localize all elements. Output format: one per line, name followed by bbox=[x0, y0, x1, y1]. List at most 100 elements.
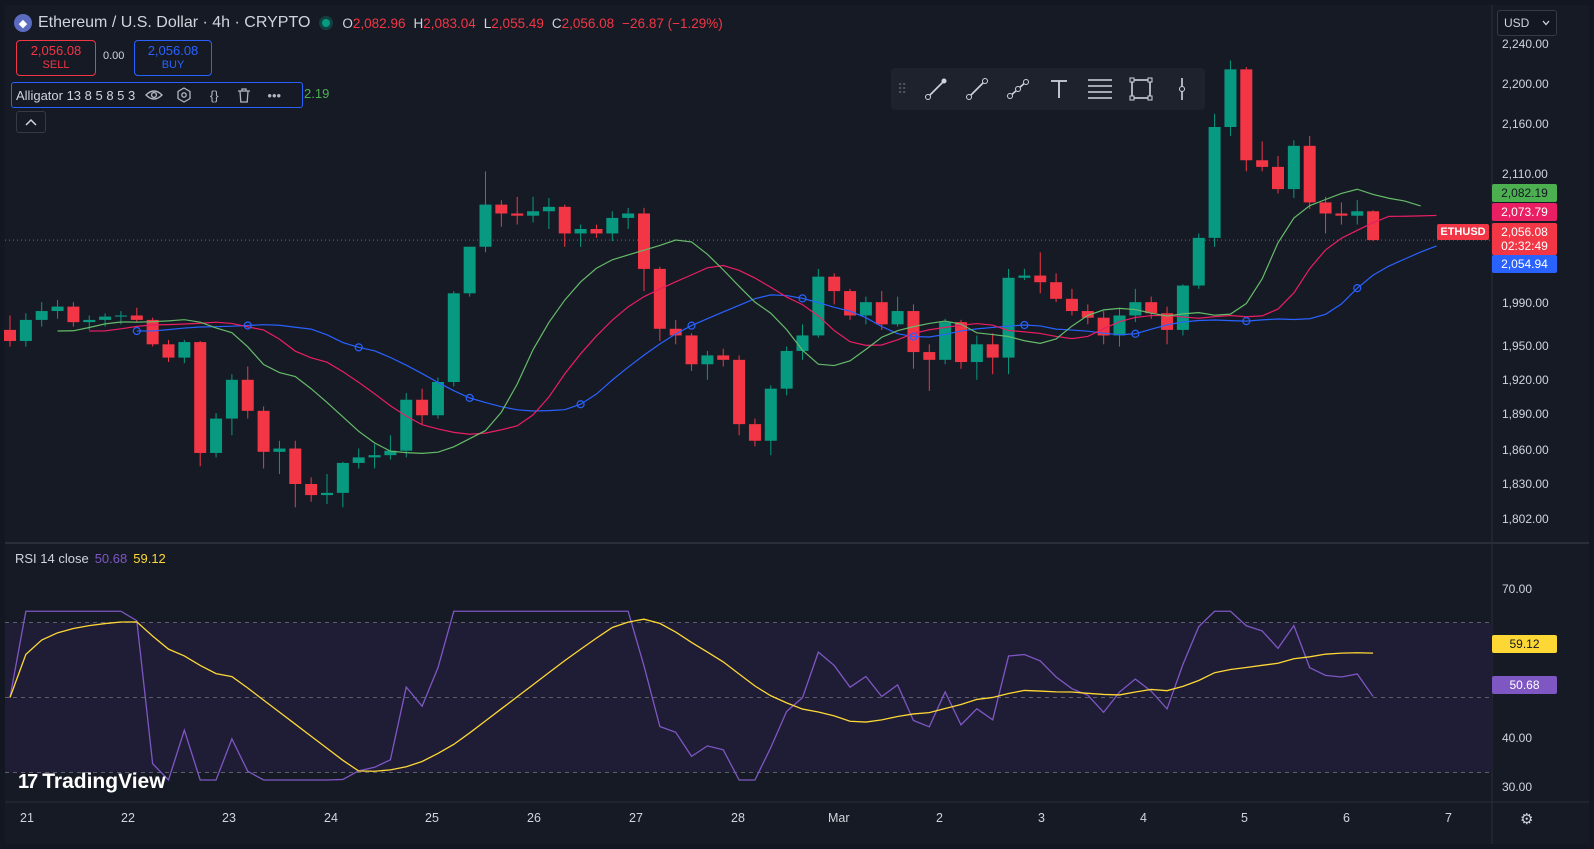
more-icon[interactable]: ••• bbox=[267, 87, 282, 103]
candle-body bbox=[859, 302, 872, 316]
candle-body bbox=[35, 311, 48, 320]
price-axis-label: 1,802.00 bbox=[1502, 512, 1549, 526]
candle-body bbox=[162, 344, 175, 358]
ohlc-change: −26.87 (−1.29%) bbox=[622, 15, 723, 31]
candle-body bbox=[51, 306, 64, 312]
drawing-toolbar[interactable]: ⠿ bbox=[891, 68, 1205, 110]
candle-body bbox=[1256, 160, 1269, 167]
indicator-label[interactable]: Alligator 13 8 5 8 5 3 bbox=[16, 87, 136, 103]
candle-body bbox=[194, 342, 207, 453]
currency-select[interactable]: USD bbox=[1497, 10, 1557, 36]
candle-body bbox=[638, 213, 650, 269]
fractal-marker bbox=[1131, 329, 1140, 338]
rsi-axis-label: 30.00 bbox=[1502, 780, 1533, 794]
spread-value: 0.00 bbox=[103, 50, 125, 62]
buy-button[interactable]: 2,056.08 BUY bbox=[134, 40, 212, 76]
buy-label: BUY bbox=[161, 59, 185, 71]
time-axis-label: 7 bbox=[1445, 811, 1452, 825]
candle-body bbox=[1240, 69, 1253, 161]
candle-body bbox=[210, 418, 223, 453]
vertical-line-icon[interactable] bbox=[1166, 73, 1198, 105]
time-axis-label: 24 bbox=[324, 811, 338, 825]
candle-body bbox=[574, 229, 587, 234]
candle-body bbox=[1113, 315, 1126, 336]
candle-body bbox=[1034, 275, 1047, 283]
candle-body bbox=[1050, 282, 1063, 299]
candle-body bbox=[970, 344, 983, 363]
time-axis-label: 3 bbox=[1038, 811, 1045, 825]
drag-handle-icon[interactable]: ⠿ bbox=[897, 80, 908, 97]
price-axis-label: 1,890.00 bbox=[1502, 407, 1549, 421]
eye-icon[interactable] bbox=[145, 86, 164, 104]
candle-body bbox=[1129, 302, 1142, 316]
fractal-marker bbox=[465, 393, 474, 402]
candle-body bbox=[527, 211, 540, 216]
text-tool-icon[interactable] bbox=[1043, 73, 1075, 105]
candle-body bbox=[99, 316, 112, 320]
candle-body bbox=[1176, 285, 1189, 330]
candle-body bbox=[511, 213, 524, 216]
candle-body bbox=[1272, 166, 1284, 190]
settings-icon[interactable] bbox=[175, 86, 193, 104]
fractal-marker bbox=[1242, 317, 1251, 326]
candle-body bbox=[463, 246, 476, 294]
ray-line-icon[interactable] bbox=[961, 73, 993, 105]
alligator-lips-line bbox=[57, 188, 1421, 454]
time-axis-label: 2 bbox=[936, 811, 943, 825]
sell-button[interactable]: 2,056.08 SELL bbox=[16, 40, 96, 76]
chart-settings-gear-icon[interactable]: ⚙ bbox=[1520, 811, 1534, 828]
candle-body bbox=[606, 217, 619, 234]
jaw-price-tag: 2,054.94 bbox=[1492, 255, 1557, 273]
source-code-icon[interactable]: {} bbox=[209, 87, 219, 103]
rsi-axis-label: 70.00 bbox=[1502, 582, 1533, 596]
ohlc-high: H2,083.04 bbox=[413, 15, 476, 31]
candle-body bbox=[939, 322, 952, 360]
candle-body bbox=[479, 204, 492, 247]
tradingview-logo-text: TradingView bbox=[42, 770, 166, 793]
indicator-legend-alligator[interactable]: Alligator 13 8 5 8 5 3 {} ••• bbox=[11, 82, 303, 108]
alligator-jaw-line bbox=[136, 245, 1437, 412]
candle-body bbox=[1367, 211, 1380, 241]
candle-body bbox=[431, 382, 444, 416]
fractal-marker bbox=[576, 400, 585, 409]
price-axis-label: 1,990.00 bbox=[1502, 296, 1549, 310]
candle-body bbox=[146, 319, 159, 345]
fractal-marker bbox=[909, 332, 918, 341]
candle-body bbox=[717, 355, 730, 360]
candle-body bbox=[1351, 211, 1364, 216]
symbol-header[interactable]: ◆ Ethereum / U.S. Dollar · 4h · CRYPTO O… bbox=[14, 12, 731, 34]
trash-icon[interactable] bbox=[235, 86, 253, 104]
fractal-marker bbox=[132, 326, 141, 336]
candle-body bbox=[352, 457, 365, 463]
candle-body bbox=[1287, 145, 1300, 190]
trend-line-icon[interactable] bbox=[920, 73, 952, 105]
candle-body bbox=[1018, 275, 1031, 278]
time-axis-label: 6 bbox=[1343, 811, 1350, 825]
rsi-legend[interactable]: RSI 14 close 50.68 59.12 bbox=[15, 551, 166, 566]
rectangle-icon[interactable] bbox=[1125, 73, 1157, 105]
sell-price: 2,056.08 bbox=[30, 43, 82, 58]
fractal-marker bbox=[1353, 284, 1362, 293]
candle-body bbox=[796, 335, 809, 351]
candle-body bbox=[495, 204, 508, 214]
symbol-title[interactable]: Ethereum / U.S. Dollar · 4h · CRYPTO bbox=[38, 14, 311, 31]
tradingview-logo[interactable]: 17 TradingView bbox=[18, 770, 166, 794]
time-axis-label: 26 bbox=[527, 811, 541, 825]
candle-body bbox=[685, 335, 698, 365]
candle-body bbox=[4, 329, 16, 341]
parallel-line-icon[interactable] bbox=[1002, 73, 1034, 105]
ohlc-open: O2,082.96 bbox=[342, 15, 406, 31]
rsi-value-tag: 50.68 bbox=[1492, 676, 1557, 694]
indicator-value: 2.19 bbox=[304, 86, 330, 101]
candle-body bbox=[1224, 69, 1237, 127]
collapse-legend-button[interactable] bbox=[16, 111, 46, 133]
bar-countdown: 02:32:49 bbox=[1501, 239, 1548, 253]
time-axis-label: 27 bbox=[629, 811, 643, 825]
candle-body bbox=[828, 276, 841, 292]
rsi-ma-value: 59.12 bbox=[133, 551, 166, 566]
fib-levels-icon[interactable] bbox=[1084, 73, 1116, 105]
candle-body bbox=[986, 344, 999, 358]
teeth-price-tag: 2,073.79 bbox=[1492, 203, 1557, 221]
candle-body bbox=[321, 492, 333, 496]
